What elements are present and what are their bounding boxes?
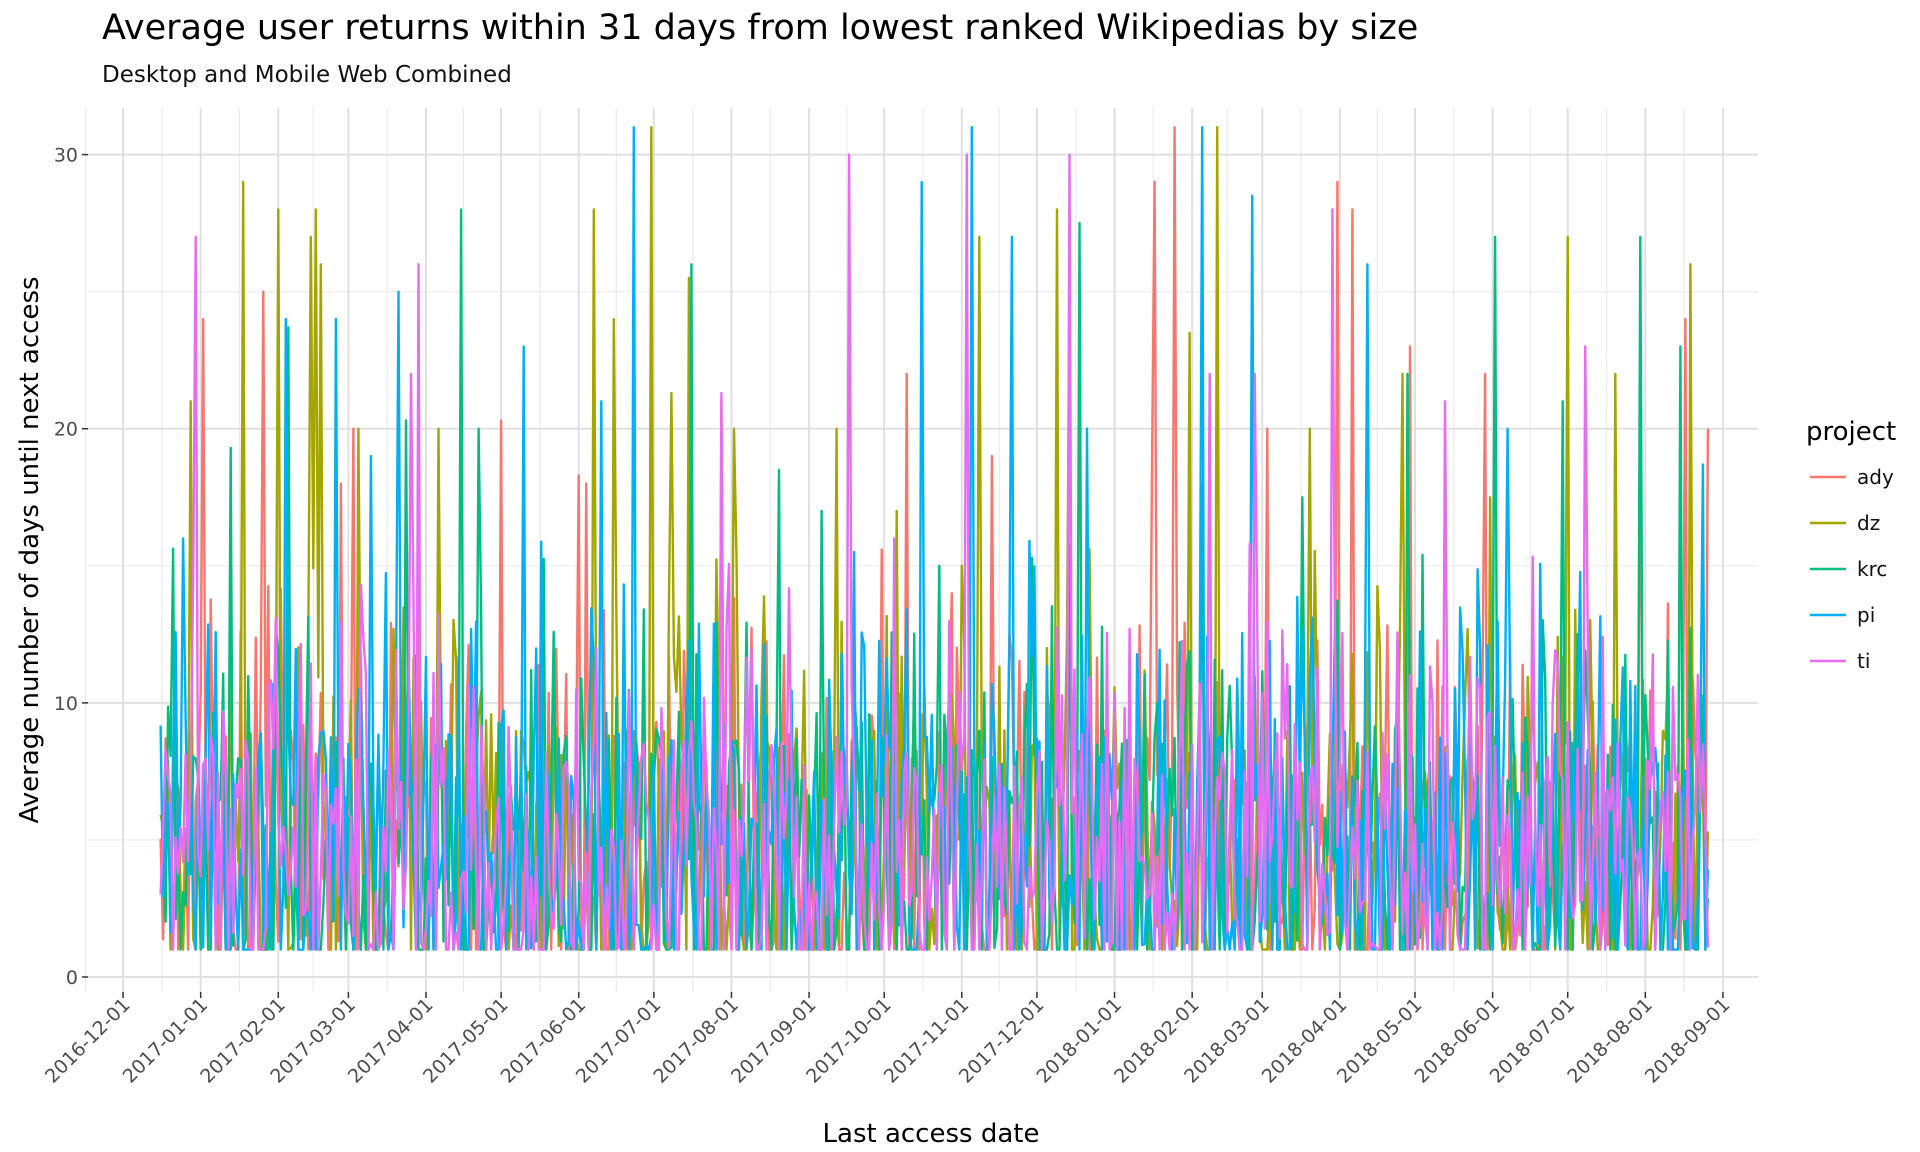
y-axis-ticks: 0 10 20 30: [54, 145, 88, 989]
legend-label-dz: dz: [1857, 511, 1880, 535]
legend: project ady dz krc pi ti: [1806, 417, 1896, 673]
legend-label-ti: ti: [1857, 649, 1870, 673]
series-line-ti: [159, 153, 1710, 951]
x-axis-ticks: 2016-12-012017-01-012017-02-012017-03-01…: [41, 992, 1734, 1088]
y-axis-title: Average number of days until next access: [15, 276, 45, 823]
chart-title: Average user returns within 31 days from…: [102, 8, 1419, 48]
y-tick-label: 30: [54, 145, 78, 167]
y-tick-label: 0: [66, 967, 78, 989]
legend-label-pi: pi: [1857, 603, 1875, 627]
legend-title: project: [1806, 417, 1896, 447]
x-axis-title: Last access date: [823, 1119, 1040, 1149]
legend-label-ady: ady: [1857, 465, 1894, 489]
legend-label-krc: krc: [1857, 557, 1887, 581]
y-tick-label: 20: [54, 419, 78, 441]
chart-subtitle: Desktop and Mobile Web Combined: [102, 62, 512, 88]
y-tick-label: 10: [54, 693, 78, 715]
series-lines: [159, 125, 1710, 951]
